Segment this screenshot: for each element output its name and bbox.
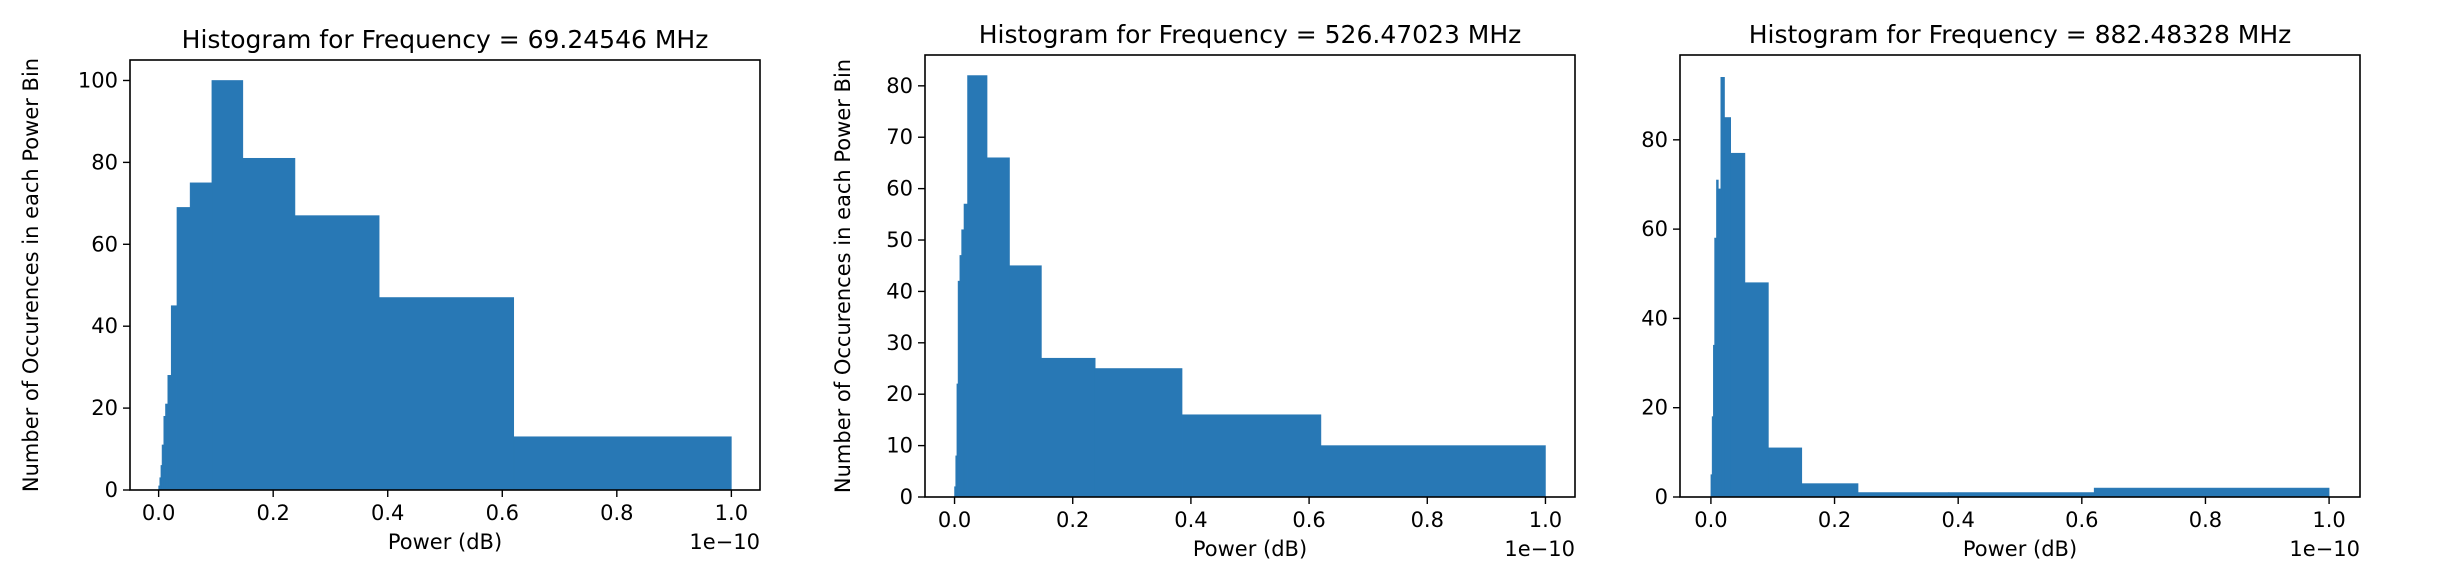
histogram-bar [1718,188,1722,498]
x-tick-label: 1.0 [1529,508,1562,532]
x-tick-label: 0.0 [1694,508,1727,532]
x-tick-label: 1.0 [715,501,748,525]
plot-frame [129,59,761,491]
y-tick-label: 0 [105,478,118,502]
histogram-bar [1041,357,1096,498]
x-tick-label: 0.8 [600,501,633,525]
histogram-bar [170,305,178,491]
histogram-bar [211,80,244,491]
histogram-bar [2093,487,2330,498]
histogram-chart-3: 0.0 0.2 0.4 0.6 0.8 1.0 0 20 40 60 80 Histogram for… [1641,20,2361,561]
y-tick-label: 80 [91,150,118,174]
x-tick-label: 0.6 [1292,508,1325,532]
y-tick-label: 80 [1641,128,1668,152]
y-tick-label: 0 [900,485,913,509]
histogram-bar [967,75,988,498]
x-axis-label: Power (dB) [388,530,502,554]
histogram-bar [1320,445,1546,498]
y-tick-label: 50 [886,228,913,252]
chart-title: Histogram for Frequency = 69.24546 MHz [182,25,709,54]
x-axis-label: Power (dB) [1193,537,1307,561]
histogram-chart-1: 0.0 0.2 0.4 0.6 0.8 1.0 0 20 40 60 80 100 Histogram … [19,25,761,554]
histogram-panel-1: 0.0 0.2 0.4 0.6 0.8 1.0 0 20 40 60 80 100 Histogram … [0,0,790,582]
y-tick-label: 40 [1641,306,1668,330]
histogram-bar [242,157,296,491]
histogram-bar [189,182,213,491]
y-tick-label: 20 [91,396,118,420]
plot-frame [924,54,1576,498]
x-tick-label: 0.6 [486,501,519,525]
y-tick-label: 80 [886,74,913,98]
x-tick-label: 0.0 [938,508,971,532]
y-tick-label: 60 [1641,217,1668,241]
x-axis-offset-text: 1e−10 [689,530,760,554]
histogram-bar [167,375,172,491]
histogram-bar [1768,447,1803,498]
histogram-bar [986,157,1010,498]
histogram-panel-2: 0.0 0.2 0.4 0.6 0.8 1.0 0 10 20 30 40 50 60 70 80 Histo… [790,0,1610,582]
chart-title: Histogram for Frequency = 882.48328 MHz [1749,20,2292,49]
histogram-bar [378,297,515,491]
y-tick-label: 20 [1641,396,1668,420]
x-tick-label: 0.8 [1411,508,1444,532]
histogram-bar [961,229,965,498]
x-tick-label: 0.4 [1941,508,1974,532]
histogram-bar [513,436,732,491]
histogram-panel-3: 0.0 0.2 0.4 0.6 0.8 1.0 0 20 40 60 80 Histogram for… [1610,0,2446,582]
x-axis-label: Power (dB) [1963,537,2077,561]
plot-frame [1679,54,2361,498]
x-tick-label: 0.8 [2189,508,2222,532]
x-tick-label: 0.2 [1056,508,1089,532]
y-tick-label: 60 [91,232,118,256]
histogram-bar [294,215,380,491]
histogram-bar [165,403,169,491]
y-tick-label: 30 [886,331,913,355]
y-tick-label: 40 [886,279,913,303]
x-tick-label: 1.0 [2312,508,2345,532]
histogram-bar [1730,152,1746,498]
histogram-bar [1724,117,1731,498]
y-tick-label: 70 [886,125,913,149]
histogram-bar [1094,368,1183,498]
x-tick-label: 0.0 [142,501,175,525]
y-axis-label: Number of Occurences in each Power Bin [19,58,43,492]
histogram-bar [1009,265,1042,498]
x-axis-offset-text: 1e−10 [1504,537,1575,561]
x-axis-offset-text: 1e−10 [2289,537,2360,561]
x-tick-label: 0.2 [256,501,289,525]
y-axis-label: Number of Occurences in each Power Bin [831,59,855,493]
chart-title: Histogram for Frequency = 526.47023 MHz [979,20,1522,49]
y-tick-label: 20 [886,382,913,406]
histogram-bar [1801,483,1859,498]
x-tick-label: 0.6 [2065,508,2098,532]
histogram-bar [1181,414,1322,498]
histogram-bar [963,203,968,498]
y-tick-label: 100 [78,68,118,92]
histogram-bar [176,207,191,491]
x-tick-label: 0.4 [371,501,404,525]
histogram-bar [1744,282,1769,498]
y-tick-label: 60 [886,177,913,201]
y-tick-label: 0 [1655,485,1668,509]
x-tick-label: 0.4 [1174,508,1207,532]
y-tick-label: 40 [91,314,118,338]
x-tick-label: 0.2 [1818,508,1851,532]
histogram-bar [1720,77,1725,498]
histogram-chart-2: 0.0 0.2 0.4 0.6 0.8 1.0 0 10 20 30 40 50 60 70 80 Histo… [831,20,1576,561]
y-tick-label: 10 [886,434,913,458]
